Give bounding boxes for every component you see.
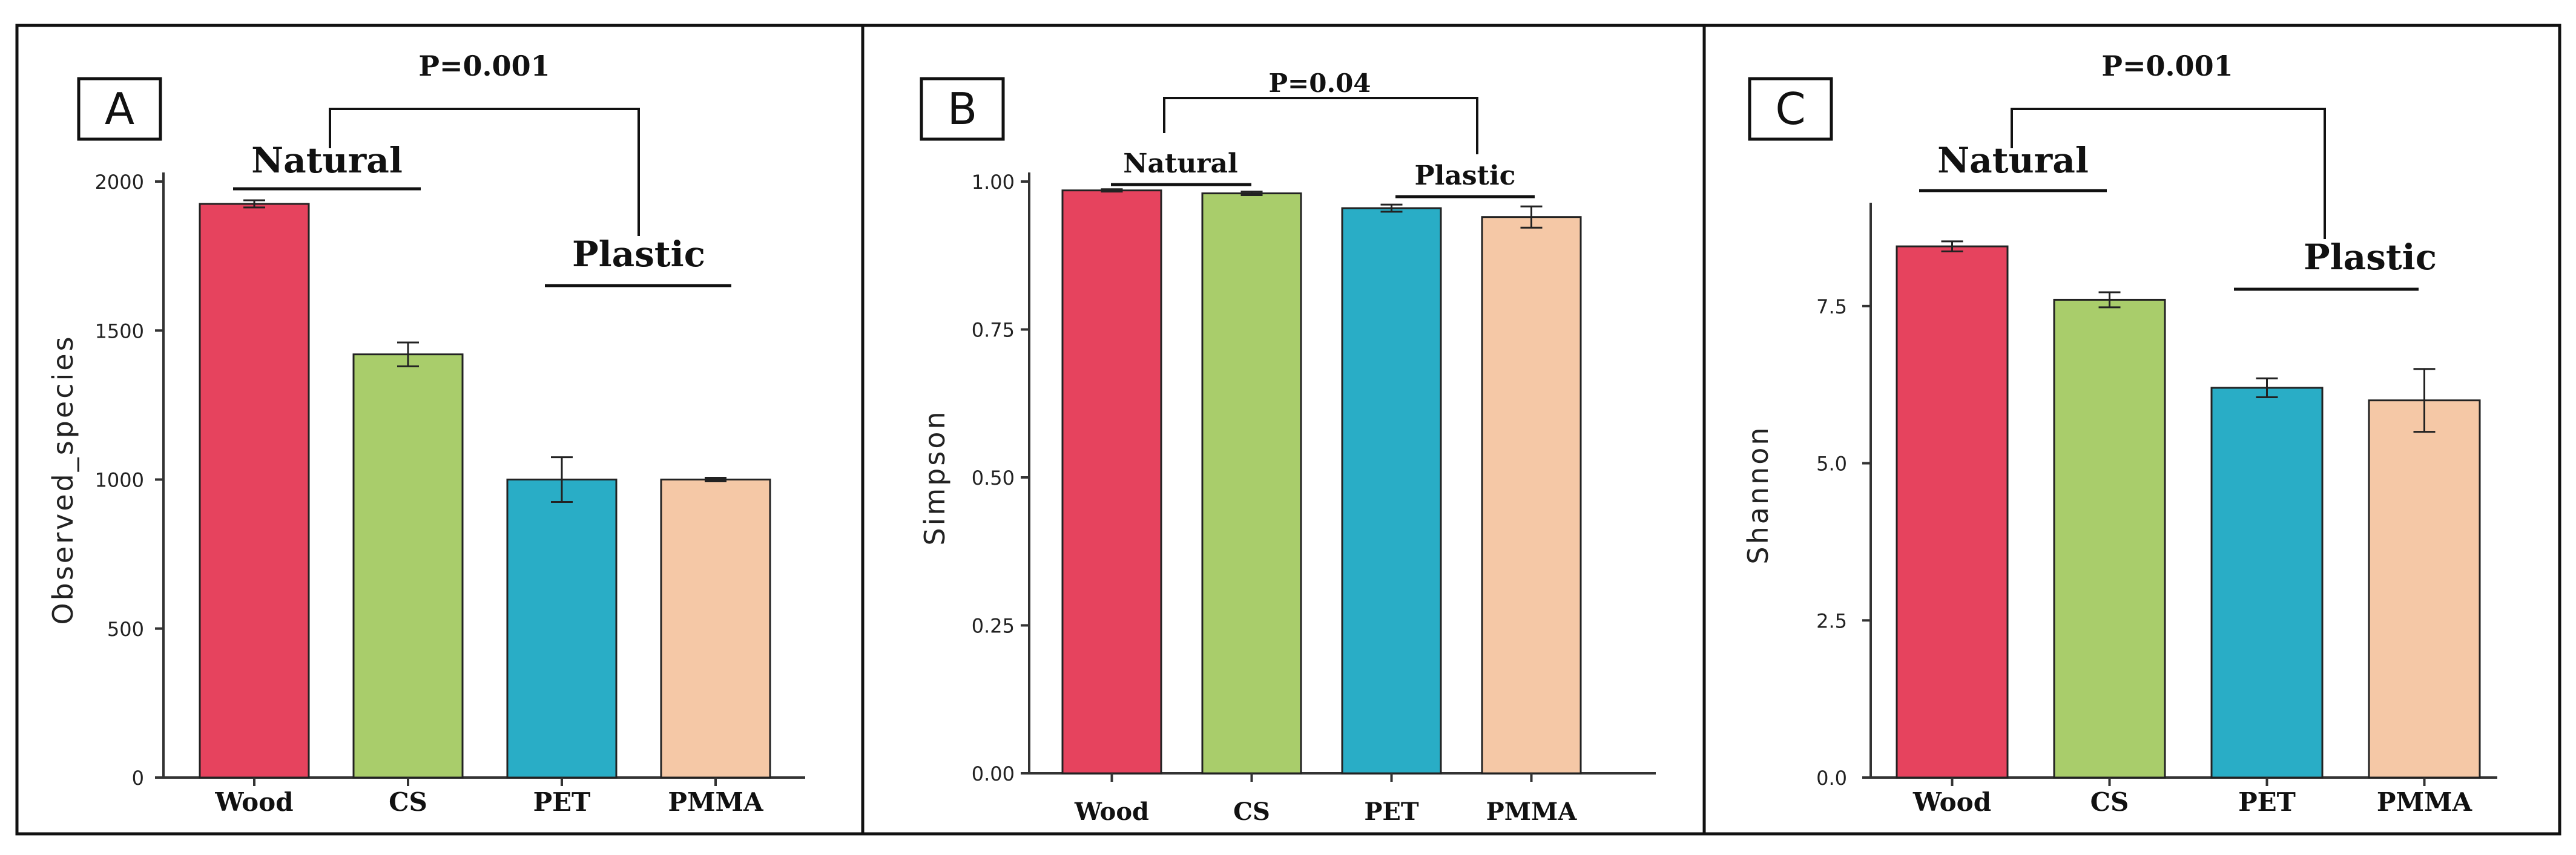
group-label-natural: Natural [1123,148,1237,179]
panel-tag-label: A [105,84,134,134]
panel-tag-box [920,77,1005,141]
x-tick-label: PMMA [668,787,764,817]
panel-tag-label: C [1775,84,1805,134]
y-tick-label: 1500 [95,319,144,342]
x-tick-label: PET [1364,798,1419,826]
panel-tag-label: B [947,84,977,134]
significance-bracket [329,108,640,236]
group-label-plastic: Plastic [1415,160,1516,191]
panel-border [1702,24,2561,836]
x-tick-label: PMMA [1486,798,1578,826]
group-label-plastic: Plastic [2304,237,2437,278]
x-tick-label: CS [1233,798,1270,826]
y-tick-label: 0.00 [972,762,1015,785]
bar-pmma [660,479,771,779]
significance-bracket [2011,108,2326,239]
p-value-label: P=0.001 [2101,50,2233,82]
p-value-label: P=0.04 [1268,68,1371,98]
x-tick-label: PMMA [2377,787,2473,817]
y-tick-label: 7.5 [1816,295,1847,318]
y-tick-label: 1000 [95,469,144,492]
group-label-natural: Natural [251,140,403,181]
x-tick-label: Wood [214,787,293,817]
y-tick-label: 1.00 [972,171,1015,194]
y-tick-label: 0.75 [972,319,1015,342]
y-tick-label: 5.0 [1816,453,1847,476]
bar-cs [352,353,464,779]
significance-bracket [1163,97,1478,154]
y-tick-label: 0 [132,767,144,790]
x-tick-label: CS [2090,787,2129,817]
bar-pmma [2368,399,2481,779]
group-label-plastic: Plastic [572,234,705,275]
bar-cs [2053,298,2166,779]
chart-panel-c: C 0.0 2.5 5.0 7.5 Shannon Wood CS PET PMMA P=0.001… [1702,24,2561,836]
y-axis-title: Simpson [918,409,951,545]
x-tick-label: PET [533,787,591,817]
y-tick-label: 2.5 [1816,609,1847,632]
bar-cs [1201,192,1302,775]
x-tick-label: PET [2238,787,2296,817]
bar-pet [2210,387,2324,779]
y-tick-label: 2000 [95,171,144,194]
y-tick-label: 0.50 [972,467,1015,490]
x-tick-label: Wood [1912,787,1991,817]
group-label-natural: Natural [1937,140,2089,181]
bar-pet [1341,207,1442,775]
chart-panel-a: A 0 500 1000 1500 2000 Observed_species Wood CS P… [15,24,865,836]
bar-pet [506,479,618,779]
y-axis-title: Shannon [1742,425,1774,564]
y-tick-label: 0.25 [972,615,1015,638]
x-tick-label: Wood [1074,798,1149,826]
bar-wood [199,203,310,779]
p-value-label: P=0.001 [418,50,550,82]
panel-tag-box [1748,77,1833,141]
x-tick-label: CS [389,787,427,817]
chart-panel-b: B 0.00 0.25 0.50 0.75 1.00 Simpson Wood CS PET PMM… [861,24,1706,836]
bar-wood [1061,189,1162,775]
bar-pmma [1481,216,1582,775]
y-tick-label: 0.0 [1816,767,1847,790]
bar-wood [1896,245,2009,779]
panel-tag-box [77,77,162,141]
y-axis-title: Observed_species [47,334,79,624]
y-tick-label: 500 [107,618,144,641]
